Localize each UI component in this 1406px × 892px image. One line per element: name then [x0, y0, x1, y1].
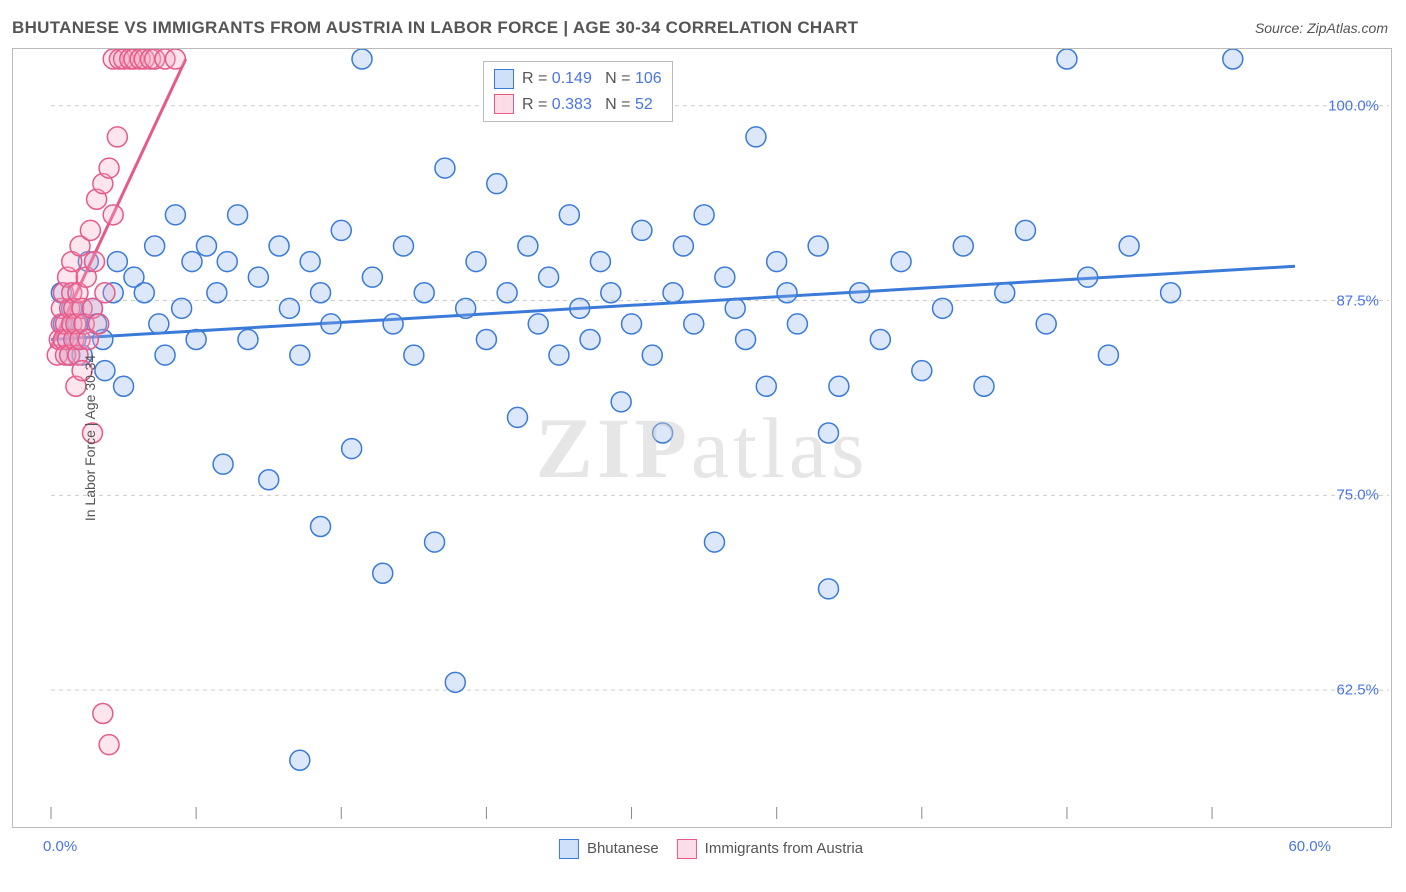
- y-tick-label: 62.5%: [1336, 682, 1379, 699]
- scatter-plot-svg: [13, 49, 1393, 829]
- stats-row: R = 0.383 N = 52: [494, 92, 662, 118]
- series-legend: BhutaneseImmigrants from Austria: [541, 839, 863, 859]
- y-tick-label: 87.5%: [1336, 292, 1379, 309]
- y-tick-label: 100.0%: [1328, 97, 1379, 114]
- source-credit: Source: ZipAtlas.com: [1255, 20, 1388, 36]
- y-tick-label: 75.0%: [1336, 487, 1379, 504]
- correlation-chart: ZIPatlas In Labor Force | Age 30-34 R = …: [12, 48, 1392, 828]
- x-axis-min-label: 0.0%: [43, 838, 77, 855]
- page-title: BHUTANESE VS IMMIGRANTS FROM AUSTRIA IN …: [12, 18, 858, 38]
- legend-item: Bhutanese: [541, 840, 659, 857]
- y-axis-label: In Labor Force | Age 30-34: [82, 355, 98, 521]
- stats-row: R = 0.149 N = 106: [494, 66, 662, 92]
- stats-legend-box: R = 0.149 N = 106R = 0.383 N = 52: [483, 61, 673, 122]
- x-axis-max-label: 60.0%: [1288, 838, 1331, 855]
- legend-item: Immigrants from Austria: [659, 840, 863, 857]
